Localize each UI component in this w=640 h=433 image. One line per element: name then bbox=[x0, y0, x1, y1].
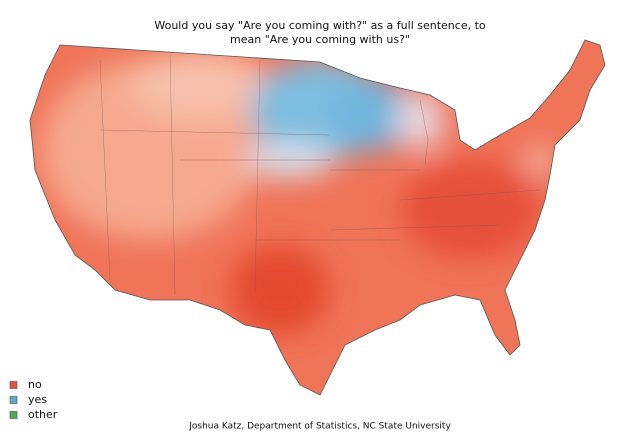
legend-swatch bbox=[9, 396, 18, 404]
title-line: mean "Are you coming with us?" bbox=[230, 33, 410, 46]
state-borders bbox=[99, 54, 541, 296]
legend: no yes other bbox=[9, 378, 58, 421]
title-line: Would you say "Are you coming with?" as … bbox=[154, 19, 486, 32]
us-outline bbox=[29, 39, 606, 396]
legend-label: no bbox=[28, 378, 42, 391]
credit: Joshua Katz, Department of Statistics, N… bbox=[188, 422, 451, 432]
legend-label: other bbox=[28, 408, 58, 421]
legend-swatch bbox=[9, 411, 18, 419]
legend-swatch bbox=[9, 381, 18, 389]
legend-label: yes bbox=[28, 393, 47, 406]
